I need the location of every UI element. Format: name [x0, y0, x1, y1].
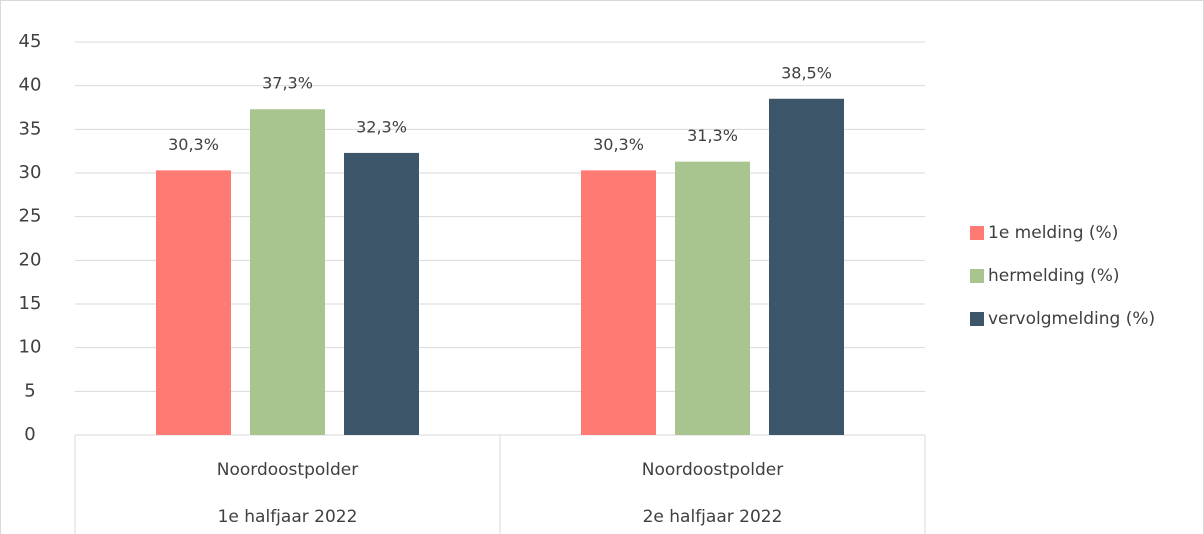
y-tick-label: 0 — [24, 424, 35, 445]
data-label: 38,5% — [781, 63, 832, 82]
y-tick-label: 45 — [19, 31, 42, 52]
legend-swatch — [970, 269, 984, 283]
y-tick-label: 25 — [19, 206, 42, 227]
data-label: 30,3% — [168, 135, 219, 154]
y-tick-label: 20 — [19, 249, 42, 270]
bar — [581, 170, 656, 435]
data-label: 37,3% — [262, 74, 313, 93]
x-tick-label: Noordoostpolder — [642, 460, 783, 480]
legend-label: vervolgmelding (%) — [988, 309, 1155, 329]
data-label: 30,3% — [593, 135, 644, 154]
x-tick-label: 2e halfjaar 2022 — [643, 507, 783, 527]
legend-label: hermelding (%) — [988, 266, 1120, 286]
bar — [156, 170, 231, 435]
x-tick-label: Noordoostpolder — [217, 460, 358, 480]
data-label: 31,3% — [687, 126, 738, 145]
y-tick-label: 40 — [19, 75, 42, 96]
bar — [675, 161, 750, 435]
y-tick-label: 15 — [19, 293, 42, 314]
bar — [769, 98, 844, 436]
y-tick-label: 10 — [19, 337, 42, 358]
bar — [250, 109, 325, 435]
y-tick-label: 30 — [19, 162, 42, 183]
bar — [344, 152, 419, 435]
x-tick-label: 1e halfjaar 2022 — [218, 507, 358, 527]
legend-swatch — [970, 226, 984, 240]
data-label: 32,3% — [356, 117, 407, 136]
y-tick-label: 5 — [24, 380, 35, 401]
legend-label: 1e melding (%) — [988, 223, 1118, 243]
y-tick-label: 35 — [19, 118, 42, 139]
legend-swatch — [970, 312, 984, 326]
